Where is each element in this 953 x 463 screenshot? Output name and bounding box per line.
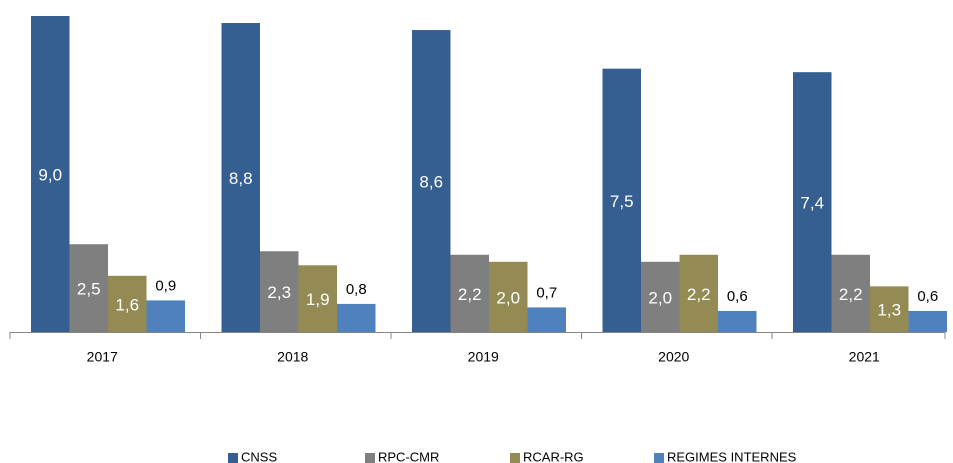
bar	[679, 254, 718, 332]
legend-swatch	[510, 453, 520, 463]
bar	[298, 265, 337, 332]
x-tick-label: 2018	[277, 349, 308, 365]
bar	[793, 72, 832, 332]
data-label: 0,7	[536, 284, 557, 301]
bar	[146, 300, 185, 332]
bar	[870, 286, 909, 332]
data-label: 2,2	[687, 285, 711, 304]
legend-swatch	[228, 453, 238, 463]
bar	[260, 251, 299, 332]
data-label: 0,6	[917, 288, 938, 305]
data-label: 2,0	[648, 288, 672, 307]
data-label: 2,2	[458, 285, 482, 304]
legend-swatch	[365, 453, 375, 463]
data-label: 0,6	[727, 288, 748, 305]
bar	[908, 310, 947, 332]
data-label: 2,0	[496, 288, 520, 307]
data-label: 1,9	[306, 290, 330, 309]
data-label: 9,0	[38, 165, 62, 184]
legend-label: RCAR-RG	[523, 449, 584, 463]
bar	[602, 68, 641, 333]
data-label: 1,3	[877, 301, 901, 320]
legend-label: RPC-CMR	[378, 449, 439, 463]
data-label: 8,6	[419, 173, 443, 192]
bar	[831, 254, 870, 332]
bar	[641, 261, 680, 332]
legend-swatch	[654, 453, 664, 463]
bar	[412, 30, 451, 333]
x-tick-label: 2017	[87, 349, 118, 365]
x-tick-label: 2019	[468, 349, 499, 365]
data-label: 8,8	[229, 169, 253, 188]
bar	[489, 261, 528, 332]
data-label: 0,8	[346, 281, 367, 298]
bar	[337, 303, 376, 332]
bar	[527, 307, 566, 332]
bar	[450, 254, 489, 332]
data-label: 2,5	[77, 280, 101, 299]
bar	[718, 310, 757, 332]
x-tick-label: 2020	[658, 349, 689, 365]
bar	[108, 275, 147, 332]
bar	[221, 23, 260, 333]
data-label: 2,2	[839, 285, 863, 304]
data-label: 1,6	[115, 295, 139, 314]
legend-label: REGIMES INTERNES	[667, 449, 797, 463]
bar	[31, 16, 70, 332]
data-label: 7,5	[610, 192, 634, 211]
x-tick-label: 2021	[849, 349, 880, 365]
bar	[69, 244, 108, 332]
data-label: 7,4	[800, 194, 824, 213]
legend-label: CNSS	[241, 449, 277, 463]
data-label: 0,9	[155, 277, 176, 294]
data-label: 2,3	[267, 283, 291, 302]
